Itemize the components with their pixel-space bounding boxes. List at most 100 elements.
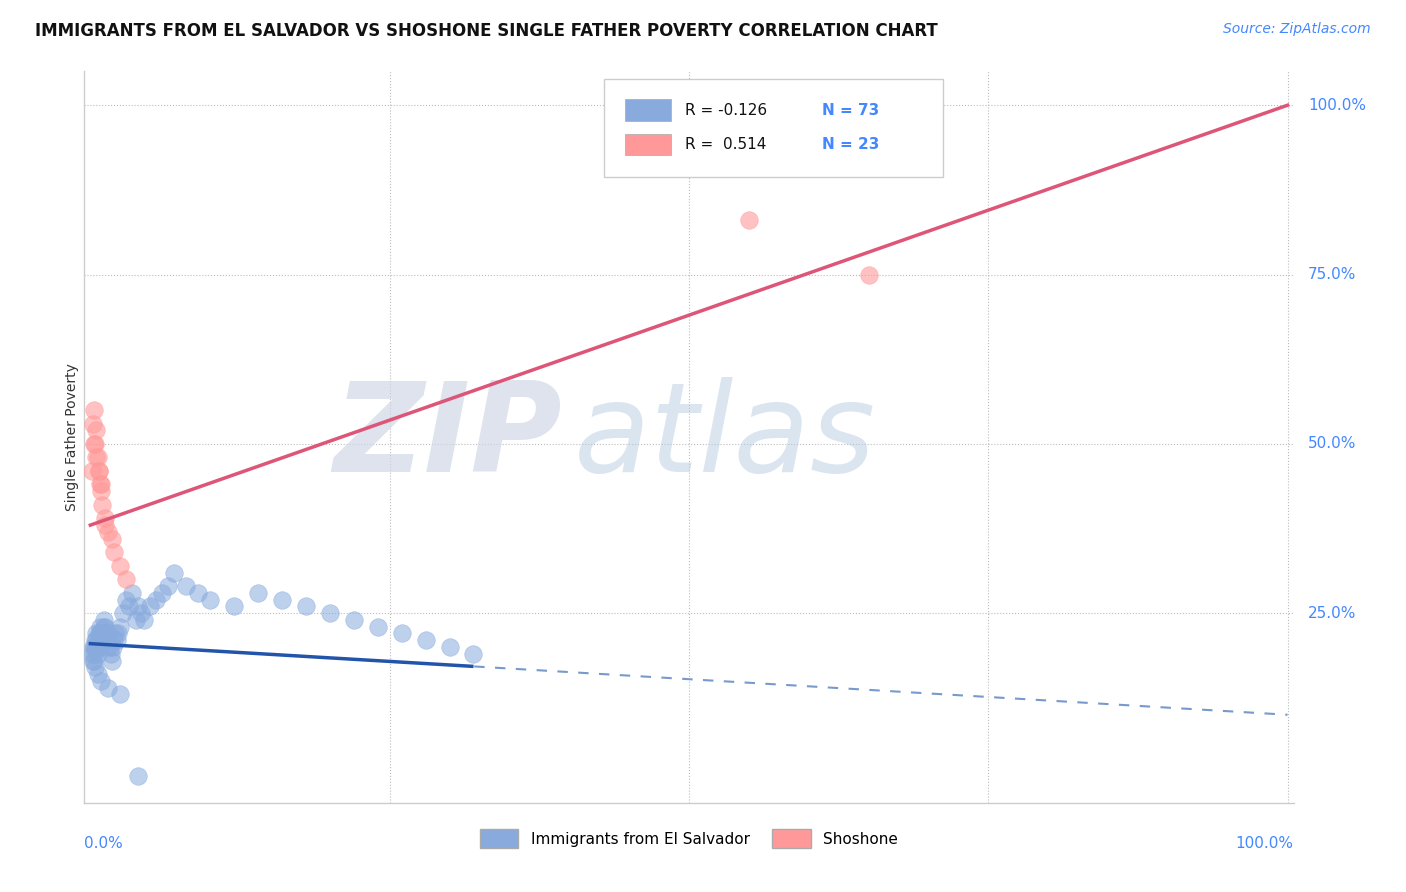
Point — [150, 586, 173, 600]
FancyBboxPatch shape — [605, 78, 943, 178]
Point — [115, 572, 138, 586]
Point — [367, 620, 389, 634]
Point — [111, 606, 134, 620]
Point — [139, 599, 162, 614]
Point — [101, 654, 124, 668]
Point — [83, 647, 105, 661]
Point — [87, 626, 110, 640]
Y-axis label: Single Father Poverty: Single Father Poverty — [65, 363, 79, 511]
Point — [319, 606, 342, 620]
Point — [84, 660, 107, 674]
Point — [93, 518, 115, 533]
Point — [98, 640, 121, 654]
Point — [91, 633, 114, 648]
Point — [83, 654, 105, 668]
Point — [391, 626, 413, 640]
Point — [187, 586, 209, 600]
Point — [115, 592, 138, 607]
Point — [97, 681, 120, 695]
Point — [110, 688, 132, 702]
Point — [94, 626, 117, 640]
Point — [121, 586, 143, 600]
Point — [90, 640, 112, 654]
Point — [343, 613, 366, 627]
Point — [101, 640, 124, 654]
Point — [174, 579, 197, 593]
Point — [82, 654, 104, 668]
Point — [96, 633, 118, 648]
Point — [129, 606, 152, 620]
Text: N = 23: N = 23 — [823, 137, 879, 152]
Point — [97, 524, 120, 539]
Text: atlas: atlas — [574, 376, 876, 498]
Point — [91, 626, 114, 640]
Point — [83, 437, 105, 451]
Point — [86, 647, 108, 661]
Point — [100, 647, 122, 661]
FancyBboxPatch shape — [624, 99, 671, 121]
Text: 100.0%: 100.0% — [1308, 98, 1367, 112]
Point — [86, 450, 108, 465]
Point — [118, 599, 141, 614]
Point — [83, 403, 105, 417]
Point — [157, 579, 180, 593]
Point — [93, 626, 115, 640]
Point — [84, 437, 107, 451]
Text: ZIP: ZIP — [333, 376, 562, 498]
Point — [127, 599, 149, 614]
Point — [82, 417, 104, 431]
Point — [90, 633, 112, 648]
Text: 25.0%: 25.0% — [1308, 606, 1357, 621]
Point — [90, 484, 112, 499]
Point — [90, 477, 112, 491]
Point — [86, 450, 108, 465]
Point — [96, 640, 118, 654]
Point — [222, 599, 245, 614]
Point — [103, 545, 125, 559]
Point — [105, 633, 128, 648]
Point — [89, 626, 111, 640]
Point — [93, 620, 115, 634]
Point — [198, 592, 221, 607]
Text: Source: ZipAtlas.com: Source: ZipAtlas.com — [1223, 22, 1371, 37]
Point — [94, 633, 117, 648]
Point — [107, 626, 129, 640]
Text: 100.0%: 100.0% — [1236, 836, 1294, 851]
Point — [270, 592, 292, 607]
Point — [415, 633, 437, 648]
Point — [86, 640, 108, 654]
Point — [125, 613, 148, 627]
Point — [83, 640, 105, 654]
Point — [101, 532, 124, 546]
Point — [163, 566, 186, 580]
Point — [463, 647, 485, 661]
Point — [86, 633, 108, 648]
Point — [84, 640, 107, 654]
Text: R = -0.126: R = -0.126 — [685, 103, 768, 118]
Point — [82, 640, 104, 654]
Point — [110, 558, 132, 573]
Point — [104, 626, 127, 640]
Point — [89, 477, 111, 491]
Point — [90, 673, 112, 688]
Legend: Immigrants from El Salvador, Shoshone: Immigrants from El Salvador, Shoshone — [474, 823, 904, 854]
Text: R =  0.514: R = 0.514 — [685, 137, 766, 152]
Point — [80, 464, 103, 478]
Point — [93, 620, 115, 634]
Point — [145, 592, 167, 607]
Point — [80, 647, 103, 661]
Point — [93, 613, 115, 627]
Point — [84, 633, 107, 648]
Point — [97, 633, 120, 648]
Point — [87, 633, 110, 648]
Point — [86, 626, 108, 640]
Point — [86, 640, 108, 654]
Point — [87, 464, 110, 478]
Text: 75.0%: 75.0% — [1308, 267, 1357, 282]
Point — [89, 620, 111, 634]
Text: 50.0%: 50.0% — [1308, 436, 1357, 451]
Point — [87, 464, 110, 478]
Point — [86, 667, 108, 681]
Point — [93, 511, 115, 525]
Text: IMMIGRANTS FROM EL SALVADOR VS SHOSHONE SINGLE FATHER POVERTY CORRELATION CHART: IMMIGRANTS FROM EL SALVADOR VS SHOSHONE … — [35, 22, 938, 40]
